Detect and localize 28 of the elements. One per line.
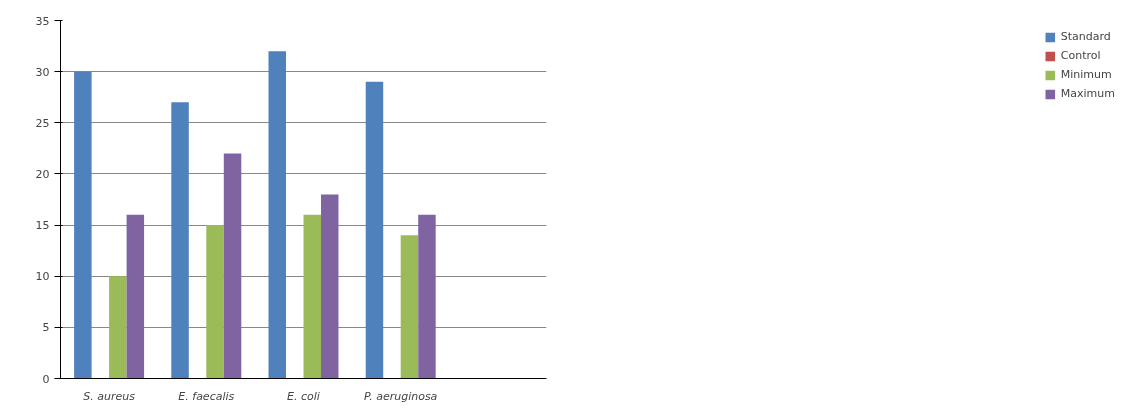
y-tick-label: 0 (42, 372, 50, 386)
bar (418, 214, 436, 379)
bar (74, 71, 92, 379)
y-tick-label: 20 (35, 167, 50, 181)
x-tick-label: E. coli (287, 389, 320, 403)
legend-label: Standard (1060, 30, 1111, 43)
bar (268, 51, 286, 379)
y-tick-label: 35 (35, 14, 50, 28)
bar (400, 235, 419, 379)
bar (171, 102, 189, 379)
legend-label: Control (1060, 49, 1101, 62)
bar (223, 153, 242, 379)
bar (365, 81, 384, 379)
bar (109, 276, 127, 379)
y-tick-label: 10 (35, 270, 50, 284)
y-tick-label: 15 (35, 219, 50, 233)
bar (321, 194, 339, 379)
x-tick-label: P. aeruginosa (364, 389, 438, 403)
bar (206, 225, 224, 379)
legend-label: Maximum (1060, 87, 1115, 100)
y-tick-label: 5 (42, 321, 50, 335)
y-tick-label: 25 (35, 116, 50, 130)
bar (303, 214, 321, 379)
x-tick-label: E. faecalis (178, 389, 235, 403)
legend-label: Minimum (1060, 68, 1112, 81)
x-tick-label: S. aureus (83, 389, 136, 403)
y-tick-label: 30 (35, 65, 50, 79)
bar (126, 214, 145, 379)
